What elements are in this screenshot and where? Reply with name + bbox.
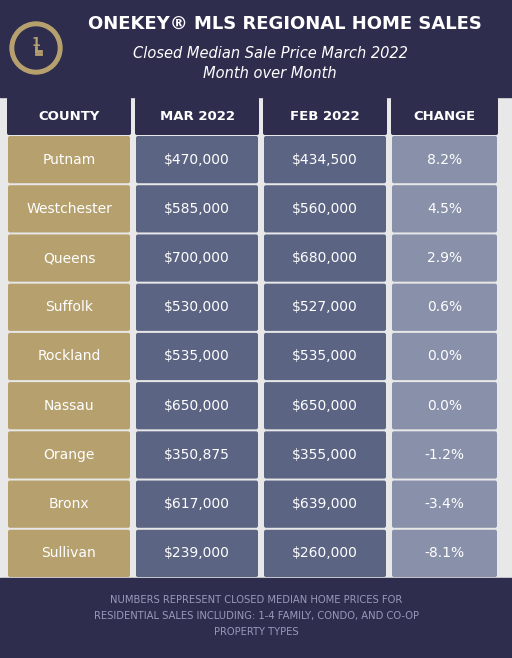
Text: FEB 2022: FEB 2022 [290,109,360,122]
FancyBboxPatch shape [136,333,258,380]
Text: 0.6%: 0.6% [427,300,462,315]
FancyBboxPatch shape [392,382,497,429]
FancyBboxPatch shape [264,284,386,331]
Text: $535,000: $535,000 [292,349,358,363]
Text: $260,000: $260,000 [292,546,358,561]
FancyBboxPatch shape [136,432,258,478]
Text: $527,000: $527,000 [292,300,358,315]
Text: ONEKEY® MLS REGIONAL HOME SALES: ONEKEY® MLS REGIONAL HOME SALES [88,15,482,33]
FancyBboxPatch shape [392,480,497,528]
FancyBboxPatch shape [392,185,497,232]
Text: $239,000: $239,000 [164,546,230,561]
Text: Nassau: Nassau [44,399,94,413]
Text: Sullivan: Sullivan [41,546,96,561]
FancyBboxPatch shape [264,432,386,478]
Text: 0.0%: 0.0% [427,399,462,413]
FancyBboxPatch shape [135,97,259,135]
FancyBboxPatch shape [263,97,387,135]
Text: COUNTY: COUNTY [38,109,100,122]
Text: Bronx: Bronx [49,497,89,511]
Text: 2.9%: 2.9% [427,251,462,265]
FancyBboxPatch shape [8,284,130,331]
FancyBboxPatch shape [392,234,497,282]
Bar [0,0,512,97]
Text: Suffolk: Suffolk [45,300,93,315]
FancyBboxPatch shape [392,333,497,380]
FancyBboxPatch shape [8,530,130,577]
FancyBboxPatch shape [264,185,386,232]
Text: Queens: Queens [42,251,95,265]
FancyBboxPatch shape [8,136,130,183]
FancyBboxPatch shape [136,530,258,577]
FancyBboxPatch shape [8,333,130,380]
FancyBboxPatch shape [264,530,386,577]
Text: Orange: Orange [44,448,95,462]
Text: 8.2%: 8.2% [427,153,462,166]
FancyBboxPatch shape [392,136,497,183]
FancyBboxPatch shape [136,284,258,331]
FancyBboxPatch shape [136,480,258,528]
Text: $434,500: $434,500 [292,153,358,166]
FancyBboxPatch shape [392,284,497,331]
Text: -1.2%: -1.2% [424,448,464,462]
Text: 0.0%: 0.0% [427,349,462,363]
Text: $530,000: $530,000 [164,300,230,315]
FancyBboxPatch shape [391,97,498,135]
FancyBboxPatch shape [7,97,131,135]
Text: $617,000: $617,000 [164,497,230,511]
FancyBboxPatch shape [8,185,130,232]
FancyBboxPatch shape [8,480,130,528]
FancyBboxPatch shape [8,382,130,429]
Bar [0,578,512,658]
Text: -3.4%: -3.4% [424,497,464,511]
Text: CHANGE: CHANGE [413,109,476,122]
Text: $650,000: $650,000 [292,399,358,413]
FancyBboxPatch shape [264,333,386,380]
Circle shape [15,27,57,69]
Text: $560,000: $560,000 [292,202,358,216]
Text: 4.5%: 4.5% [427,202,462,216]
FancyBboxPatch shape [136,234,258,282]
Text: Rockland: Rockland [37,349,101,363]
Text: 1: 1 [32,36,40,49]
Text: MAR 2022: MAR 2022 [160,109,234,122]
FancyBboxPatch shape [136,382,258,429]
Text: $650,000: $650,000 [164,399,230,413]
Text: -8.1%: -8.1% [424,546,464,561]
FancyBboxPatch shape [136,136,258,183]
FancyBboxPatch shape [264,234,386,282]
Text: $470,000: $470,000 [164,153,230,166]
Text: $700,000: $700,000 [164,251,230,265]
Text: Westchester: Westchester [26,202,112,216]
Text: $680,000: $680,000 [292,251,358,265]
FancyBboxPatch shape [264,136,386,183]
FancyBboxPatch shape [8,432,130,478]
Text: Closed Median Sale Price March 2022: Closed Median Sale Price March 2022 [133,47,408,61]
Text: $585,000: $585,000 [164,202,230,216]
Text: $350,875: $350,875 [164,448,230,462]
Text: Putnam: Putnam [42,153,96,166]
Text: NUMBERS REPRESENT CLOSED MEDIAN HOME PRICES FOR
RESIDENTIAL SALES INCLUDING: 1-4: NUMBERS REPRESENT CLOSED MEDIAN HOME PRI… [94,595,418,636]
FancyBboxPatch shape [264,382,386,429]
FancyBboxPatch shape [264,480,386,528]
Text: $535,000: $535,000 [164,349,230,363]
Text: $355,000: $355,000 [292,448,358,462]
Text: Month over Month: Month over Month [203,66,337,82]
Text: $639,000: $639,000 [292,497,358,511]
Circle shape [10,22,62,74]
FancyBboxPatch shape [136,185,258,232]
FancyBboxPatch shape [392,432,497,478]
FancyBboxPatch shape [392,530,497,577]
FancyBboxPatch shape [8,234,130,282]
